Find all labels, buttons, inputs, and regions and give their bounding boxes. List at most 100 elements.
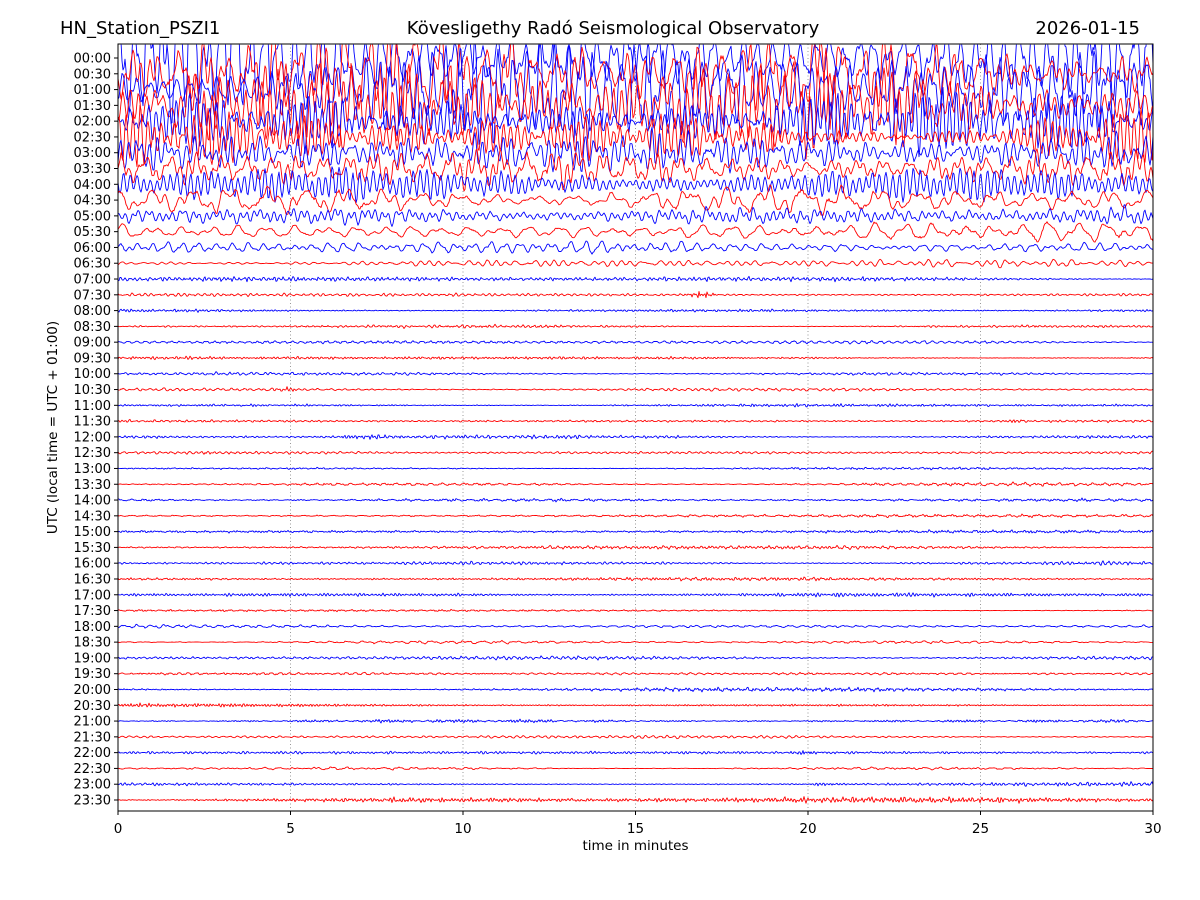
y-tick-label-21:00: 21:00: [74, 715, 111, 730]
trace-23:00: [118, 781, 1153, 787]
trace-11:00: [118, 403, 1153, 408]
y-tick-label-12:00: 12:00: [74, 430, 111, 445]
trace-06:30: [118, 258, 1153, 269]
trace-14:30: [118, 513, 1153, 519]
trace-13:30: [118, 481, 1153, 487]
trace-01:30: [118, 47, 1153, 160]
trace-07:30: [118, 291, 1153, 299]
trace-16:30: [118, 576, 1153, 582]
y-tick-label-03:00: 03:00: [74, 146, 111, 161]
y-tick-label-22:30: 22:30: [74, 762, 111, 777]
trace-09:00: [118, 340, 1153, 345]
y-tick-label-01:30: 01:30: [74, 99, 111, 114]
y-tick-label-15:30: 15:30: [74, 541, 111, 556]
y-tick-label-02:30: 02:30: [74, 130, 111, 145]
x-axis-label: time in minutes: [582, 838, 688, 854]
y-tick-label-00:00: 00:00: [74, 52, 111, 67]
trace-17:30: [118, 608, 1153, 613]
y-tick-label-10:30: 10:30: [74, 383, 111, 398]
y-tick-label-16:00: 16:00: [74, 557, 111, 572]
observatory-title: Kövesligethy Radó Seismological Observat…: [406, 18, 820, 39]
y-tick-label-19:30: 19:30: [74, 667, 111, 682]
y-tick-label-19:00: 19:00: [74, 651, 111, 666]
y-tick-label-07:00: 07:00: [74, 273, 111, 288]
x-tick-label-5: 5: [286, 821, 295, 837]
trace-05:30: [118, 221, 1153, 243]
trace-22:00: [118, 750, 1153, 755]
y-tick-label-02:00: 02:00: [74, 115, 111, 130]
y-tick-label-04:30: 04:30: [74, 194, 111, 209]
trace-20:00: [118, 686, 1153, 693]
y-tick-label-17:00: 17:00: [74, 588, 111, 603]
trace-04:00: [118, 166, 1153, 204]
trace-12:00: [118, 434, 1153, 440]
y-tick-label-03:30: 03:30: [74, 162, 111, 177]
trace-06:00: [118, 240, 1153, 255]
y-tick-label-20:30: 20:30: [74, 699, 111, 714]
y-tick-label-18:00: 18:00: [74, 620, 111, 635]
y-tick-label-06:30: 06:30: [74, 257, 111, 272]
x-tick-label-0: 0: [114, 821, 123, 837]
trace-18:30: [118, 639, 1153, 645]
trace-11:30: [118, 418, 1153, 424]
trace-15:00: [118, 529, 1153, 534]
y-axis-label: UTC (local time = UTC + 01:00): [45, 321, 61, 534]
trace-04:30: [118, 184, 1153, 216]
y-tick-label-23:00: 23:00: [74, 778, 111, 793]
trace-03:30: [118, 148, 1153, 192]
y-tick-label-09:00: 09:00: [74, 336, 111, 351]
y-tick-label-08:00: 08:00: [74, 304, 111, 319]
y-tick-label-01:00: 01:00: [74, 83, 111, 98]
y-tick-label-11:00: 11:00: [74, 399, 111, 414]
trace-13:00: [118, 466, 1153, 471]
y-tick-label-17:30: 17:30: [74, 604, 111, 619]
y-tick-label-05:30: 05:30: [74, 225, 111, 240]
y-tick-label-07:30: 07:30: [74, 288, 111, 303]
y-tick-label-10:00: 10:00: [74, 367, 111, 382]
trace-21:00: [118, 718, 1153, 724]
x-tick-label-30: 30: [1144, 821, 1161, 837]
trace-21:30: [118, 734, 1153, 740]
trace-02:00: [118, 86, 1153, 158]
trace-16:00: [118, 560, 1153, 566]
y-tick-label-13:00: 13:00: [74, 462, 111, 477]
trace-02:30: [118, 104, 1153, 167]
y-tick-label-06:00: 06:00: [74, 241, 111, 256]
trace-09:30: [118, 355, 1153, 361]
trace-12:30: [118, 450, 1153, 455]
y-tick-label-14:30: 14:30: [74, 509, 111, 524]
trace-19:00: [118, 655, 1153, 661]
y-tick-label-13:30: 13:30: [74, 478, 111, 493]
x-tick-label-10: 10: [454, 821, 471, 837]
trace-19:30: [118, 671, 1153, 676]
y-tick-label-11:30: 11:30: [74, 415, 111, 430]
trace-03:00: [118, 126, 1153, 174]
trace-17:00: [118, 592, 1153, 598]
trace-08:30: [118, 323, 1153, 329]
traces-group: [118, 44, 1153, 804]
station-title: HN_Station_PSZI1: [60, 18, 221, 39]
trace-05:00: [118, 204, 1153, 227]
trace-10:30: [118, 386, 1153, 392]
trace-01:00: [118, 44, 1153, 145]
trace-07:00: [118, 275, 1153, 283]
y-tick-label-00:30: 00:30: [74, 67, 111, 82]
y-tick-label-23:30: 23:30: [74, 794, 111, 809]
y-tick-label-20:00: 20:00: [74, 683, 111, 698]
y-tick-label-12:30: 12:30: [74, 446, 111, 461]
x-tick-label-15: 15: [627, 821, 644, 837]
trace-22:30: [118, 766, 1153, 771]
y-tick-label-18:30: 18:30: [74, 636, 111, 651]
y-tick-label-16:30: 16:30: [74, 572, 111, 587]
date-title: 2026-01-15: [1035, 18, 1140, 39]
y-tick-label-09:30: 09:30: [74, 351, 111, 366]
y-tick-label-22:00: 22:00: [74, 746, 111, 761]
trace-20:30: [118, 702, 1153, 708]
trace-08:00: [118, 308, 1153, 313]
trace-10:00: [118, 371, 1153, 376]
trace-23:30: [118, 796, 1153, 804]
trace-18:00: [118, 623, 1153, 629]
y-tick-label-21:30: 21:30: [74, 730, 111, 745]
